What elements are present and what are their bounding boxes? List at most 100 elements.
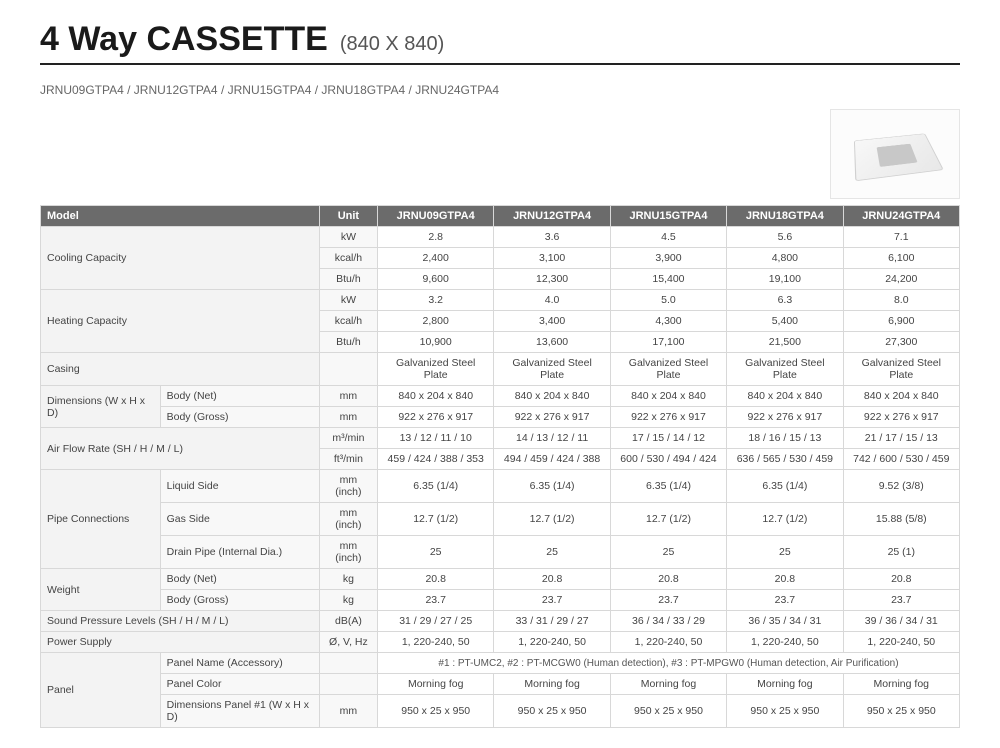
value-cell: 27,300: [843, 332, 959, 353]
value-cell: 3,900: [610, 248, 726, 269]
value-cell: 922 x 276 x 917: [378, 407, 494, 428]
divider: [40, 63, 960, 65]
value-cell: 12.7 (1/2): [494, 503, 610, 536]
value-cell: 922 x 276 x 917: [843, 407, 959, 428]
value-cell: 7.1: [843, 227, 959, 248]
value-cell: 950 x 25 x 950: [494, 695, 610, 728]
value-cell: 23.7: [610, 590, 726, 611]
value-cell: 15.88 (5/8): [843, 503, 959, 536]
value-cell: 1, 220-240, 50: [727, 632, 843, 653]
sub-label: Body (Gross): [160, 590, 319, 611]
unit-cell: Btu/h: [319, 332, 377, 353]
unit-cell: [319, 674, 377, 695]
group-label: Cooling Capacity: [41, 227, 320, 290]
value-cell: 12,300: [494, 269, 610, 290]
value-cell: 20.8: [727, 569, 843, 590]
value-cell: 23.7: [727, 590, 843, 611]
value-cell: 4.5: [610, 227, 726, 248]
value-cell: 20.8: [610, 569, 726, 590]
value-cell: 14 / 13 / 12 / 11: [494, 428, 610, 449]
table-row: Gas Sidemm (inch)12.7 (1/2)12.7 (1/2)12.…: [41, 503, 960, 536]
value-cell: 950 x 25 x 950: [378, 695, 494, 728]
page-title: 4 Way CASSETTE: [40, 20, 328, 59]
value-cell: 19,100: [727, 269, 843, 290]
value-cell: 4,800: [727, 248, 843, 269]
table-row: Air Flow Rate (SH / H / M / L)m³/min13 /…: [41, 428, 960, 449]
group-label: Panel: [41, 653, 161, 728]
table-row: Cooling CapacitykW2.83.64.55.67.1: [41, 227, 960, 248]
col-JRNU24GTPA4: JRNU24GTPA4: [843, 206, 959, 227]
unit-cell: mm (inch): [319, 536, 377, 569]
value-cell: 2,800: [378, 311, 494, 332]
unit-cell: kg: [319, 590, 377, 611]
unit-cell: mm: [319, 386, 377, 407]
value-cell: 3.2: [378, 290, 494, 311]
value-cell: 20.8: [843, 569, 959, 590]
value-cell: 8.0: [843, 290, 959, 311]
value-cell: 840 x 204 x 840: [843, 386, 959, 407]
col-unit: Unit: [319, 206, 377, 227]
value-cell: 5.0: [610, 290, 726, 311]
note-cell: #1 : PT-UMC2, #2 : PT-MCGW0 (Human detec…: [378, 653, 960, 674]
model-code-line: JRNU09GTPA4 / JRNU12GTPA4 / JRNU15GTPA4 …: [40, 83, 960, 97]
value-cell: Galvanized Steel Plate: [494, 353, 610, 386]
value-cell: 13 / 12 / 11 / 10: [378, 428, 494, 449]
value-cell: 840 x 204 x 840: [610, 386, 726, 407]
unit-cell: [319, 353, 377, 386]
title-row: 4 Way CASSETTE (840 X 840): [40, 20, 960, 59]
value-cell: 6.35 (1/4): [610, 470, 726, 503]
sub-label: Panel Name (Accessory): [160, 653, 319, 674]
unit-cell: mm (inch): [319, 470, 377, 503]
value-cell: 23.7: [378, 590, 494, 611]
group-label: Air Flow Rate (SH / H / M / L): [41, 428, 320, 470]
value-cell: 12.7 (1/2): [378, 503, 494, 536]
sub-label: Dimensions Panel #1 (W x H x D): [160, 695, 319, 728]
value-cell: 20.8: [378, 569, 494, 590]
col-model: Model: [41, 206, 320, 227]
product-image: [830, 109, 960, 199]
table-row: Pipe ConnectionsLiquid Sidemm (inch)6.35…: [41, 470, 960, 503]
value-cell: Morning fog: [494, 674, 610, 695]
table-row: Body (Gross)mm922 x 276 x 917922 x 276 x…: [41, 407, 960, 428]
value-cell: 12.7 (1/2): [727, 503, 843, 536]
group-label: Power Supply: [41, 632, 320, 653]
value-cell: Galvanized Steel Plate: [727, 353, 843, 386]
table-row: Drain Pipe (Internal Dia.)mm (inch)25252…: [41, 536, 960, 569]
value-cell: 6.35 (1/4): [378, 470, 494, 503]
value-cell: 950 x 25 x 950: [843, 695, 959, 728]
value-cell: 2,400: [378, 248, 494, 269]
value-cell: 922 x 276 x 917: [610, 407, 726, 428]
value-cell: 25: [378, 536, 494, 569]
sub-label: Drain Pipe (Internal Dia.): [160, 536, 319, 569]
value-cell: 17 / 15 / 14 / 12: [610, 428, 726, 449]
value-cell: 36 / 35 / 34 / 31: [727, 611, 843, 632]
table-row: Dimensions Panel #1 (W x H x D)mm950 x 2…: [41, 695, 960, 728]
value-cell: 12.7 (1/2): [610, 503, 726, 536]
value-cell: 6.3: [727, 290, 843, 311]
value-cell: 18 / 16 / 15 / 13: [727, 428, 843, 449]
value-cell: 1, 220-240, 50: [494, 632, 610, 653]
value-cell: 25: [494, 536, 610, 569]
sub-label: Liquid Side: [160, 470, 319, 503]
unit-cell: mm: [319, 695, 377, 728]
unit-cell: Btu/h: [319, 269, 377, 290]
group-label: Pipe Connections: [41, 470, 161, 569]
group-label: Sound Pressure Levels (SH / H / M / L): [41, 611, 320, 632]
value-cell: 33 / 31 / 29 / 27: [494, 611, 610, 632]
table-row: Dimensions (W x H x D)Body (Net)mm840 x …: [41, 386, 960, 407]
value-cell: 5.6: [727, 227, 843, 248]
value-cell: 21 / 17 / 15 / 13: [843, 428, 959, 449]
unit-cell: kcal/h: [319, 248, 377, 269]
value-cell: 4.0: [494, 290, 610, 311]
value-cell: 36 / 34 / 33 / 29: [610, 611, 726, 632]
sub-label: Gas Side: [160, 503, 319, 536]
sub-label: Body (Net): [160, 569, 319, 590]
value-cell: 6.35 (1/4): [494, 470, 610, 503]
value-cell: 494 / 459 / 424 / 388: [494, 449, 610, 470]
value-cell: 6,100: [843, 248, 959, 269]
value-cell: 2.8: [378, 227, 494, 248]
value-cell: 950 x 25 x 950: [727, 695, 843, 728]
unit-cell: mm: [319, 407, 377, 428]
value-cell: 1, 220-240, 50: [843, 632, 959, 653]
value-cell: 459 / 424 / 388 / 353: [378, 449, 494, 470]
